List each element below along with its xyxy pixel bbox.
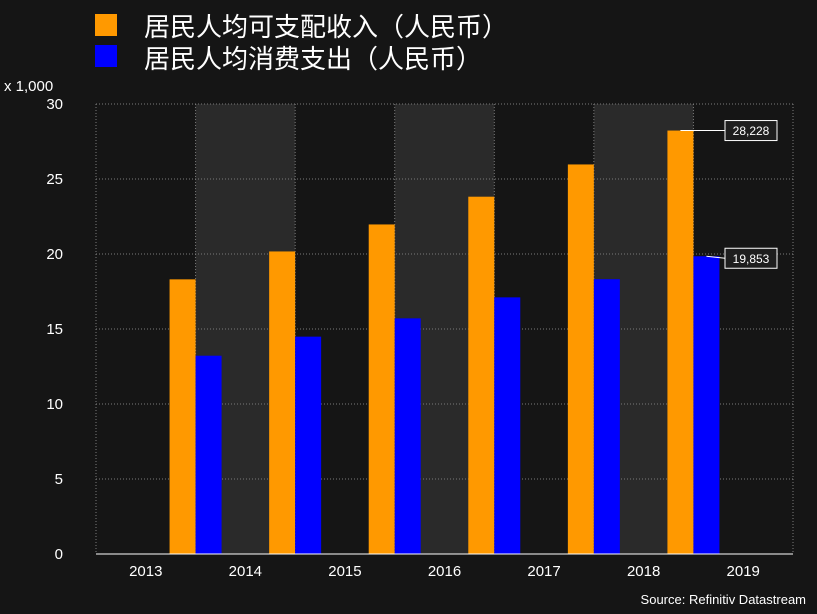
bar-expenditure-2018 — [693, 256, 720, 554]
legend: 居民人均可支配收入（人民币） 居民人均消费支出（人民币） — [95, 13, 508, 75]
x-tick-label: 2017 — [527, 563, 560, 580]
y-tick-label: 10 — [46, 396, 63, 413]
plot-area: 0 5 10 15 20 25 30 2013 2014 2015 2016 2017 2018 2019… — [46, 96, 794, 580]
bar-expenditure-2014 — [295, 336, 322, 554]
callout-leader-1 — [706, 255, 726, 259]
bar-expenditure-2015 — [394, 318, 421, 554]
legend-swatch-income — [95, 14, 117, 36]
x-tick-label: 2016 — [428, 563, 461, 580]
legend-item-income: 居民人均可支配收入（人民币） — [95, 13, 508, 43]
legend-swatch-expenditure — [95, 45, 117, 67]
x-tick-label: 2019 — [727, 563, 760, 580]
x-tick-label: 2015 — [328, 563, 361, 580]
callout-box-1 — [724, 247, 778, 269]
x-tick-label: 2013 — [129, 563, 162, 580]
y-axis-unit-label: x 1,000 — [4, 78, 53, 95]
y-tick-label: 30 — [46, 96, 63, 113]
bar-income-2015 — [368, 224, 395, 554]
bar-expenditure-2016 — [494, 297, 521, 554]
bar-income-2018 — [667, 130, 694, 555]
source-label: Source: Refinitiv Datastream — [641, 592, 806, 607]
y-tick-label: 20 — [46, 246, 63, 263]
x-tick-label: 2014 — [229, 563, 262, 580]
bar-income-2013 — [169, 279, 196, 554]
y-tick-label: 0 — [55, 546, 63, 563]
bar-income-2017 — [567, 164, 594, 554]
callout-box-0 — [724, 120, 778, 142]
bar-income-2014 — [269, 251, 296, 554]
y-tick-label: 15 — [46, 321, 63, 338]
legend-label-expenditure: 居民人均消费支出（人民币） — [144, 45, 482, 75]
x-tick-label: 2018 — [627, 563, 660, 580]
bar-expenditure-2013 — [195, 355, 222, 554]
bar-income-2016 — [468, 196, 495, 554]
y-tick-label: 25 — [46, 171, 63, 188]
legend-item-expenditure: 居民人均消费支出（人民币） — [95, 45, 482, 75]
legend-label-income: 居民人均可支配收入（人民币） — [144, 13, 508, 43]
callout-label-0: 28,228 — [733, 124, 770, 138]
bar-expenditure-2017 — [593, 279, 620, 554]
y-tick-label: 5 — [55, 471, 63, 488]
callout-label-1: 19,853 — [733, 252, 770, 266]
